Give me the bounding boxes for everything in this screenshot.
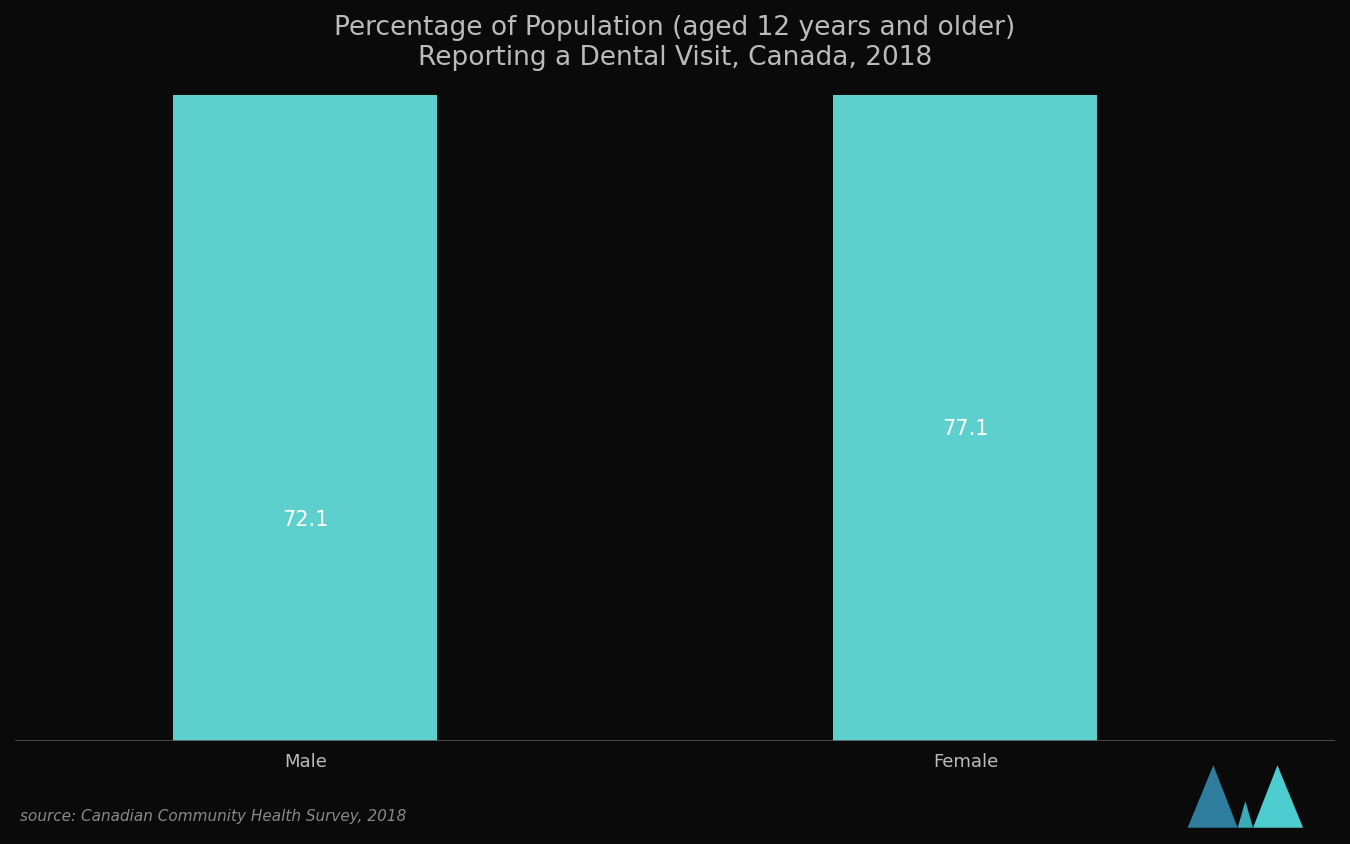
Bar xyxy=(173,0,437,741)
Text: source: Canadian Community Health Survey, 2018: source: Canadian Community Health Survey… xyxy=(20,808,406,823)
Bar xyxy=(833,0,1098,741)
Polygon shape xyxy=(1188,766,1238,828)
Polygon shape xyxy=(1253,766,1303,828)
Text: 72.1: 72.1 xyxy=(282,510,328,529)
Polygon shape xyxy=(1238,801,1253,828)
Text: 77.1: 77.1 xyxy=(942,418,988,438)
Title: Percentage of Population (aged 12 years and older)
Reporting a Dental Visit, Can: Percentage of Population (aged 12 years … xyxy=(335,15,1015,71)
